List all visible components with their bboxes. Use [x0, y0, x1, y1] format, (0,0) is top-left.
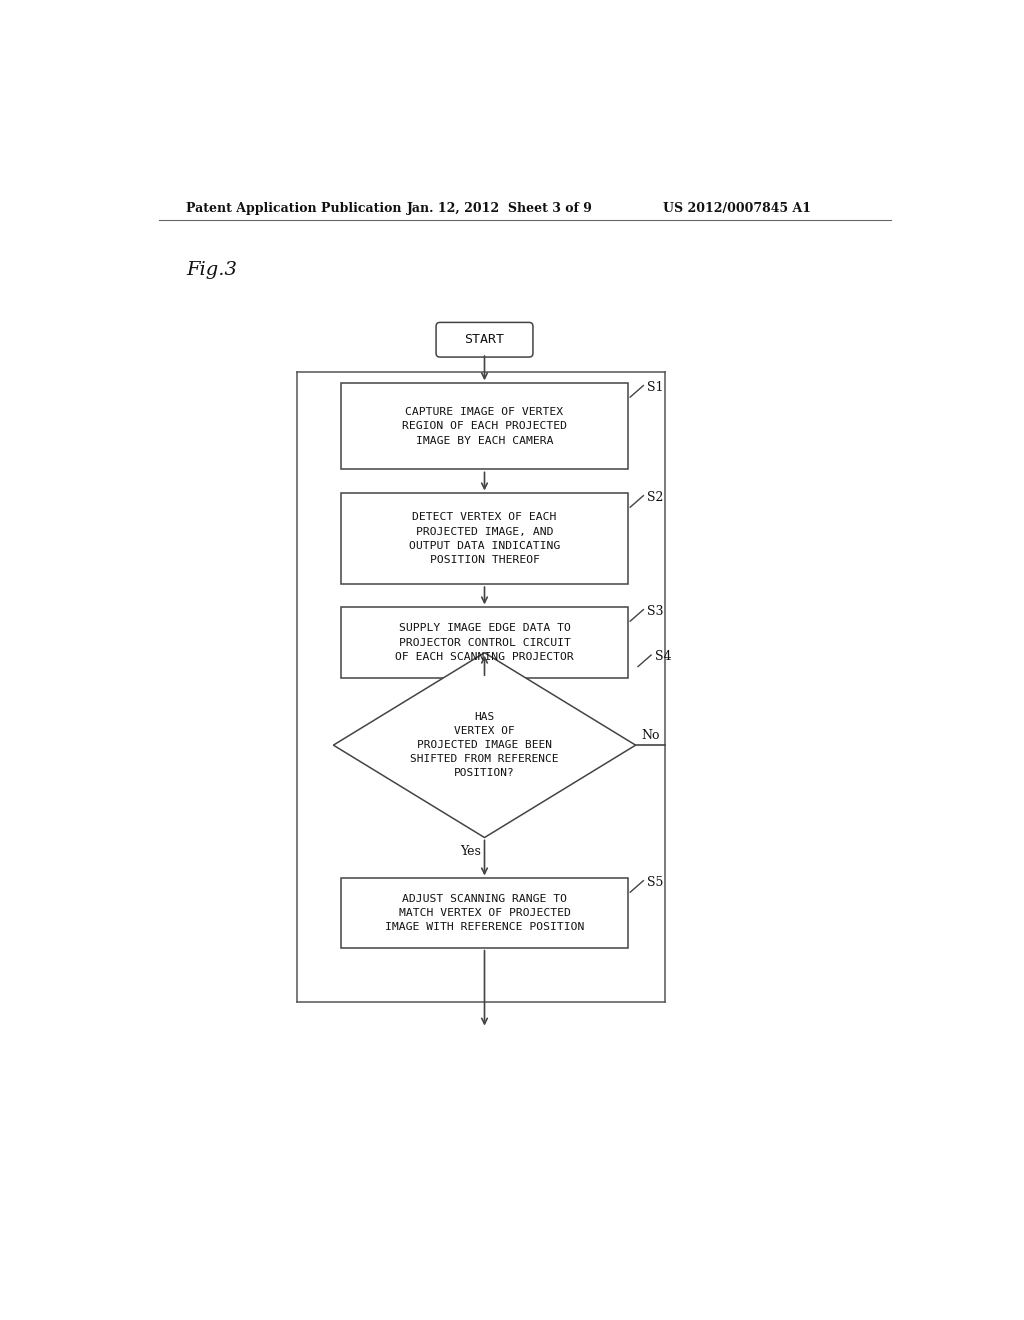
Bar [341, 383, 628, 470]
Text: Jan. 12, 2012  Sheet 3 of 9: Jan. 12, 2012 Sheet 3 of 9 [407, 202, 593, 215]
Text: CAPTURE IMAGE OF VERTEX
REGION OF EACH PROJECTED
IMAGE BY EACH CAMERA: CAPTURE IMAGE OF VERTEX REGION OF EACH P… [402, 407, 567, 446]
Text: DETECT VERTEX OF EACH
PROJECTED IMAGE, AND
OUTPUT DATA INDICATING
POSITION THERE: DETECT VERTEX OF EACH PROJECTED IMAGE, A… [409, 512, 560, 565]
Polygon shape [334, 653, 636, 838]
Bar [341, 607, 628, 678]
Text: S4: S4 [655, 649, 672, 663]
Bar [341, 494, 628, 585]
Text: Fig.3: Fig.3 [186, 261, 237, 279]
FancyBboxPatch shape [436, 322, 532, 358]
Text: HAS
VERTEX OF
PROJECTED IMAGE BEEN
SHIFTED FROM REFERENCE
POSITION?: HAS VERTEX OF PROJECTED IMAGE BEEN SHIFT… [411, 713, 559, 779]
Text: START: START [465, 333, 505, 346]
Text: S1: S1 [647, 380, 664, 393]
Text: US 2012/0007845 A1: US 2012/0007845 A1 [663, 202, 811, 215]
Text: SUPPLY IMAGE EDGE DATA TO
PROJECTOR CONTROL CIRCUIT
OF EACH SCANNING PROJECTOR: SUPPLY IMAGE EDGE DATA TO PROJECTOR CONT… [395, 623, 573, 663]
Text: ADJUST SCANNING RANGE TO
MATCH VERTEX OF PROJECTED
IMAGE WITH REFERENCE POSITION: ADJUST SCANNING RANGE TO MATCH VERTEX OF… [385, 894, 584, 932]
Text: S5: S5 [647, 875, 664, 888]
Text: S2: S2 [647, 491, 664, 504]
Text: S3: S3 [647, 605, 664, 618]
Bar [341, 878, 628, 948]
Text: No: No [642, 730, 660, 742]
Text: Yes: Yes [460, 845, 481, 858]
Text: Patent Application Publication: Patent Application Publication [186, 202, 401, 215]
